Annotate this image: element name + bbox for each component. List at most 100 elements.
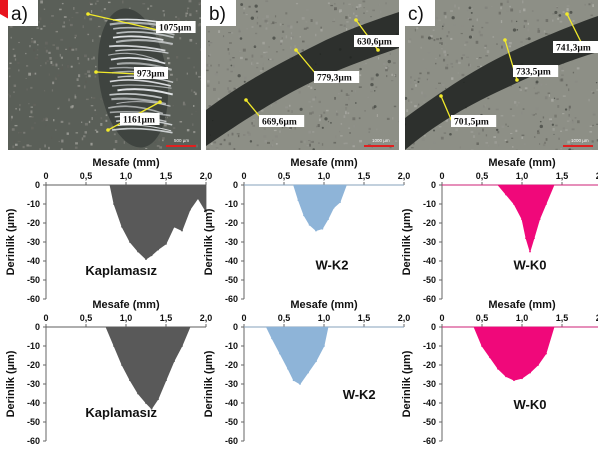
scale-bar-label: 1000 µm	[571, 138, 589, 143]
measurement-label-bg	[451, 115, 497, 127]
y-tick-label: -30	[225, 237, 238, 247]
measurement-label: 1075µm	[159, 24, 191, 34]
panel-label: b)	[209, 4, 226, 25]
y-tick-label: -50	[225, 275, 238, 285]
profile-point	[513, 203, 515, 205]
x-tick-label: 0,5	[80, 313, 93, 323]
chart-wk2-top: Mesafe (mm) 0 0,5 1,0 1,5 2,0 0 -10 -20 -30 -40 -50…	[198, 157, 410, 304]
y-tick-label: -50	[423, 417, 436, 427]
measurement-label-bg	[259, 115, 305, 127]
profile-point	[525, 237, 527, 240]
profile-point	[308, 224, 311, 226]
y-tick-label: -40	[423, 398, 436, 408]
profile-point	[129, 241, 131, 243]
panel-label-bg	[206, 0, 236, 26]
profile-point	[521, 377, 523, 380]
profile-point	[121, 225, 123, 228]
profile-point	[292, 379, 295, 382]
profile-point	[533, 237, 535, 240]
y-tick-label: -30	[423, 237, 436, 247]
panel-label-bg	[405, 0, 435, 26]
profile-point	[173, 360, 175, 363]
profile-point	[505, 193, 507, 196]
y-tick-label: -50	[27, 417, 40, 427]
measurement-label: 733,5µm	[516, 68, 551, 78]
x-tick-label: 1,5	[160, 171, 173, 181]
measurement-label: 1161µm	[123, 116, 155, 126]
profile-point	[327, 218, 329, 221]
profile-point	[538, 218, 541, 221]
profile-point	[181, 229, 183, 232]
profile-point	[157, 398, 159, 401]
x-tick-label: 1,0	[516, 171, 529, 181]
series-label: W-K0	[514, 397, 547, 412]
series-label: W-K2	[343, 387, 376, 402]
measurement-label-bg	[120, 113, 160, 125]
x-tick-label: 0	[439, 171, 444, 181]
x-tick-label: 2,0	[398, 171, 411, 181]
y-tick-label: -60	[423, 436, 436, 446]
measurement-label: 701,5µm	[454, 118, 489, 128]
profile-point	[545, 203, 547, 205]
profile-point	[121, 364, 123, 366]
y-tick-label: -10	[423, 341, 436, 351]
y-tick-label: -40	[225, 398, 238, 408]
profile-point	[150, 407, 153, 410]
profile-point	[307, 371, 309, 374]
y-tick-label: 0	[431, 322, 436, 332]
x-tick-label: 0	[43, 171, 48, 181]
y-tick-label: 0	[431, 180, 436, 190]
profile-point	[129, 379, 131, 382]
profile-point	[145, 258, 147, 260]
y-tick-label: 0	[35, 322, 40, 332]
x-tick-label: 0	[43, 313, 48, 323]
profile-point	[323, 345, 325, 347]
profile-point	[113, 203, 115, 205]
x-tick-label: 1,5	[358, 171, 371, 181]
y-tick-label: -50	[27, 275, 40, 285]
measurement-label-bg	[553, 41, 598, 53]
profile-point	[529, 371, 531, 374]
profile-point	[113, 345, 115, 347]
depth-profile-area	[442, 326, 598, 381]
y-tick-label: -10	[27, 199, 40, 209]
depth-profile-chart: Mesafe (mm) 0 0,5 1,0 1,5 2,0 0 -10 -20 -30 -40 -50…	[203, 299, 410, 446]
measurement-label: 741,3µm	[556, 44, 591, 54]
y-tick-label: -60	[27, 436, 40, 446]
series-label: W-K2	[316, 257, 349, 272]
profile-point	[529, 250, 531, 253]
y-axis-label: Derinlik (µm)	[203, 208, 215, 275]
y-tick-label: -30	[27, 237, 40, 247]
profile-point	[181, 345, 183, 347]
profile-point	[157, 248, 159, 251]
measurement-label: 973µm	[137, 70, 165, 80]
x-axis-label: Mesafe (mm)	[488, 157, 556, 169]
profile-point	[205, 210, 207, 213]
profile-point	[137, 250, 139, 253]
y-tick-label: -20	[27, 360, 40, 370]
y-tick-label: 0	[35, 180, 40, 190]
y-tick-label: -40	[27, 398, 40, 408]
profile-point	[537, 364, 539, 366]
y-tick-label: -20	[225, 360, 238, 370]
x-axis-label: Mesafe (mm)	[488, 299, 556, 311]
x-tick-label: 2,0	[596, 171, 598, 181]
profile-point	[173, 225, 175, 228]
measurement-label-bg	[354, 35, 399, 47]
x-tick-label: 0	[241, 313, 246, 323]
micrograph-image: 630,6µm 779,3µm 669,6µm 1000 µm b)	[206, 0, 399, 150]
y-tick-label: -20	[423, 360, 436, 370]
y-tick-label: -30	[423, 379, 436, 389]
x-tick-label: 1,0	[516, 313, 529, 323]
series-label: Kaplamasız	[85, 405, 157, 420]
y-axis-label: Derinlik (µm)	[401, 350, 413, 417]
y-tick-label: -30	[225, 379, 238, 389]
x-tick-label: 1,5	[556, 313, 569, 323]
y-tick-label: -60	[225, 436, 238, 446]
depth-profile-chart: Mesafe (mm) 0 0,5 1,0 1,5 2,0 0 -10 -20 -30 -40 -50…	[203, 157, 410, 304]
y-tick-label: -40	[225, 256, 238, 266]
measurement-label-bg	[314, 71, 360, 83]
profile-point	[287, 367, 289, 370]
measurement-label: 669,6µm	[262, 118, 297, 128]
y-axis-label: Derinlik (µm)	[5, 350, 17, 417]
